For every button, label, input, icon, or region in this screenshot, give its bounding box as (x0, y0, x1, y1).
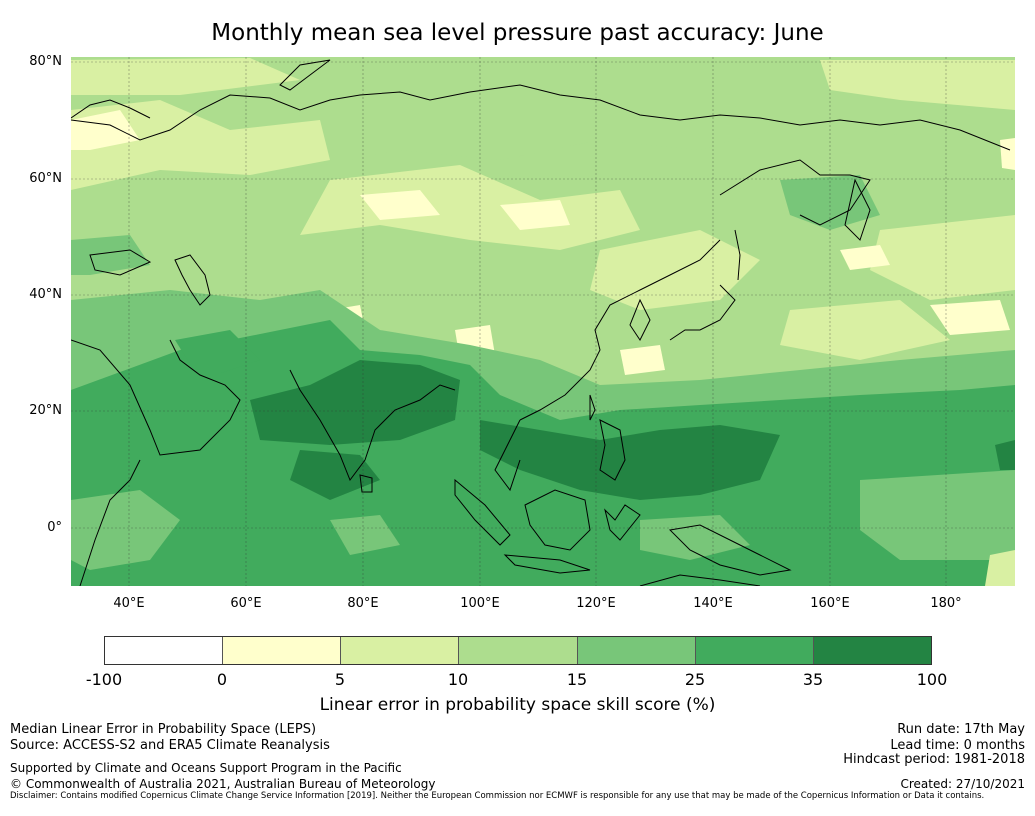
colorbar-tick: -100 (85, 670, 123, 689)
disclaimer: Disclaimer: Contains modified Copernicus… (10, 791, 985, 801)
footer-method: Median Linear Error in Probability Space… (10, 722, 317, 737)
colorbar-tick: 0 (216, 670, 228, 689)
footer-support: Supported by Climate and Oceans Support … (10, 761, 402, 775)
coastlines (71, 59, 1011, 586)
created-date: Created: 27/10/2021 (900, 777, 1025, 791)
footer-copyright: © Commonwealth of Australia 2021, Austra… (10, 777, 436, 791)
colorbar-bin-4 (459, 637, 578, 664)
lat-label-80n: 80°N (29, 54, 62, 69)
lon-label-120e: 120°E (576, 596, 616, 611)
lon-label-180: 180° (930, 596, 962, 611)
colorbar-bin-1 (105, 637, 224, 664)
footer-source: Source: ACCESS-S2 and ERA5 Climate Reana… (10, 738, 330, 753)
colorbar-bin-3 (341, 637, 460, 664)
colorbar-bin-7 (813, 637, 931, 664)
colorbar (104, 636, 932, 665)
lon-label-100e: 100°E (460, 596, 500, 611)
lon-label-40e: 40°E (113, 596, 145, 611)
graticule (71, 57, 1015, 586)
colorbar-bin-5 (577, 637, 696, 664)
colorbar-tick: 100 (916, 670, 948, 689)
lon-label-80e: 80°E (347, 596, 379, 611)
skill-field (71, 57, 1015, 586)
lead-time: Lead time: 0 months (890, 738, 1025, 753)
lat-label-40n: 40°N (29, 287, 62, 302)
colorbar-label: Linear error in probability space skill … (319, 695, 716, 715)
colorbar-tick: 15 (566, 670, 588, 689)
hindcast-period: Hindcast period: 1981-2018 (843, 752, 1025, 767)
lat-label-60n: 60°N (29, 171, 62, 186)
run-date: Run date: 17th May (897, 722, 1025, 737)
colorbar-bin-2 (223, 637, 342, 664)
map-panel (71, 57, 1015, 586)
lat-label-0: 0° (47, 520, 62, 535)
map-title: Monthly mean sea level pressure past acc… (211, 20, 824, 46)
lon-label-140e: 140°E (693, 596, 733, 611)
colorbar-tick: 35 (802, 670, 824, 689)
colorbar-tick: 5 (334, 670, 346, 689)
skill-score-map (71, 57, 1015, 586)
lon-label-60e: 60°E (230, 596, 262, 611)
lon-label-160e: 160°E (810, 596, 850, 611)
lat-label-20n: 20°N (29, 403, 62, 418)
colorbar-tick: 25 (684, 670, 706, 689)
colorbar-tick: 10 (447, 670, 469, 689)
colorbar-bin-6 (695, 637, 814, 664)
